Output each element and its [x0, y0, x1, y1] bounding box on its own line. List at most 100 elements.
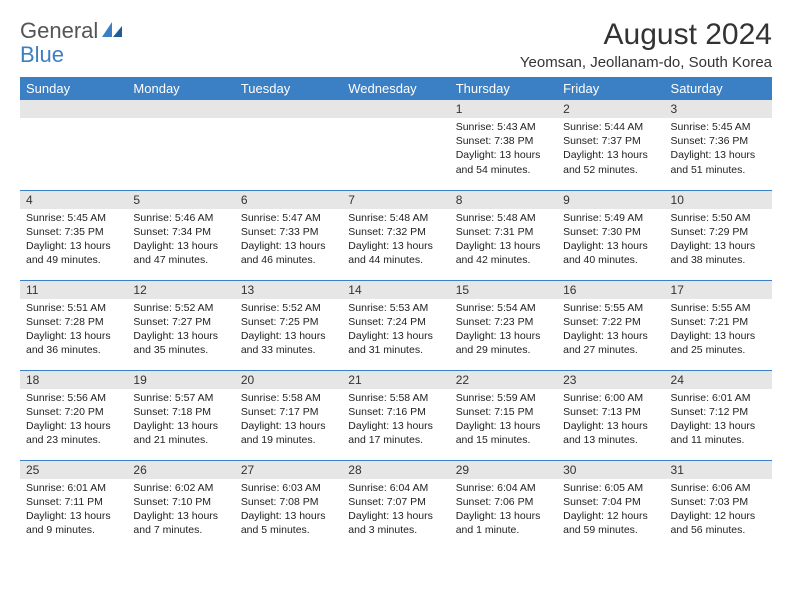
day-number: 22: [450, 371, 557, 389]
day-content: Sunrise: 5:44 AMSunset: 7:37 PMDaylight:…: [557, 118, 664, 181]
logo: General: [20, 18, 126, 44]
calendar-day-cell: 27Sunrise: 6:03 AMSunset: 7:08 PMDayligh…: [235, 460, 342, 550]
calendar-day-cell: 26Sunrise: 6:02 AMSunset: 7:10 PMDayligh…: [127, 460, 234, 550]
calendar-day-cell: 19Sunrise: 5:57 AMSunset: 7:18 PMDayligh…: [127, 370, 234, 460]
day-number: 14: [342, 281, 449, 299]
day-content: Sunrise: 5:54 AMSunset: 7:23 PMDaylight:…: [450, 299, 557, 362]
day-content: Sunrise: 6:03 AMSunset: 7:08 PMDaylight:…: [235, 479, 342, 542]
day-header: Tuesday: [235, 77, 342, 100]
day-content: Sunrise: 5:49 AMSunset: 7:30 PMDaylight:…: [557, 209, 664, 272]
calendar-table: SundayMondayTuesdayWednesdayThursdayFrid…: [20, 77, 772, 550]
calendar-day-cell: 4Sunrise: 5:45 AMSunset: 7:35 PMDaylight…: [20, 190, 127, 280]
day-number: 18: [20, 371, 127, 389]
day-content: Sunrise: 6:01 AMSunset: 7:12 PMDaylight:…: [665, 389, 772, 452]
day-content: Sunrise: 5:43 AMSunset: 7:38 PMDaylight:…: [450, 118, 557, 181]
logo-blue-wrap: Blue: [20, 42, 64, 68]
day-number: 15: [450, 281, 557, 299]
day-content: Sunrise: 5:46 AMSunset: 7:34 PMDaylight:…: [127, 209, 234, 272]
calendar-day-cell: 28Sunrise: 6:04 AMSunset: 7:07 PMDayligh…: [342, 460, 449, 550]
day-content: Sunrise: 6:04 AMSunset: 7:06 PMDaylight:…: [450, 479, 557, 542]
calendar-day-cell: 6Sunrise: 5:47 AMSunset: 7:33 PMDaylight…: [235, 190, 342, 280]
day-content: Sunrise: 5:55 AMSunset: 7:22 PMDaylight:…: [557, 299, 664, 362]
location: Yeomsan, Jeollanam-do, South Korea: [520, 54, 772, 71]
title-block: August 2024 Yeomsan, Jeollanam-do, South…: [520, 18, 772, 71]
calendar-day-cell: 20Sunrise: 5:58 AMSunset: 7:17 PMDayligh…: [235, 370, 342, 460]
day-content: Sunrise: 5:45 AMSunset: 7:36 PMDaylight:…: [665, 118, 772, 181]
calendar-day-cell: 8Sunrise: 5:48 AMSunset: 7:31 PMDaylight…: [450, 190, 557, 280]
day-number: 9: [557, 191, 664, 209]
day-content: Sunrise: 5:56 AMSunset: 7:20 PMDaylight:…: [20, 389, 127, 452]
calendar-day-cell: 29Sunrise: 6:04 AMSunset: 7:06 PMDayligh…: [450, 460, 557, 550]
day-content: Sunrise: 5:50 AMSunset: 7:29 PMDaylight:…: [665, 209, 772, 272]
day-content: Sunrise: 5:53 AMSunset: 7:24 PMDaylight:…: [342, 299, 449, 362]
day-number: 20: [235, 371, 342, 389]
day-content: Sunrise: 5:45 AMSunset: 7:35 PMDaylight:…: [20, 209, 127, 272]
day-content: Sunrise: 5:48 AMSunset: 7:32 PMDaylight:…: [342, 209, 449, 272]
calendar-day-cell: 30Sunrise: 6:05 AMSunset: 7:04 PMDayligh…: [557, 460, 664, 550]
day-number: [127, 100, 234, 118]
day-header: Saturday: [665, 77, 772, 100]
day-header: Thursday: [450, 77, 557, 100]
day-content: Sunrise: 6:02 AMSunset: 7:10 PMDaylight:…: [127, 479, 234, 542]
day-number: 8: [450, 191, 557, 209]
day-number: 16: [557, 281, 664, 299]
calendar-day-cell: 1Sunrise: 5:43 AMSunset: 7:38 PMDaylight…: [450, 100, 557, 190]
calendar-day-cell: 15Sunrise: 5:54 AMSunset: 7:23 PMDayligh…: [450, 280, 557, 370]
day-number: 29: [450, 461, 557, 479]
calendar-day-cell: 9Sunrise: 5:49 AMSunset: 7:30 PMDaylight…: [557, 190, 664, 280]
day-number: 5: [127, 191, 234, 209]
calendar-day-cell: 16Sunrise: 5:55 AMSunset: 7:22 PMDayligh…: [557, 280, 664, 370]
day-content: Sunrise: 5:58 AMSunset: 7:16 PMDaylight:…: [342, 389, 449, 452]
day-content: Sunrise: 5:55 AMSunset: 7:21 PMDaylight:…: [665, 299, 772, 362]
day-content: Sunrise: 5:59 AMSunset: 7:15 PMDaylight:…: [450, 389, 557, 452]
calendar-day-cell: 10Sunrise: 5:50 AMSunset: 7:29 PMDayligh…: [665, 190, 772, 280]
day-number: 24: [665, 371, 772, 389]
day-number: 6: [235, 191, 342, 209]
calendar-day-cell: 13Sunrise: 5:52 AMSunset: 7:25 PMDayligh…: [235, 280, 342, 370]
day-header: Friday: [557, 77, 664, 100]
page-header: General August 2024 Yeomsan, Jeollanam-d…: [20, 18, 772, 71]
calendar-day-cell: [127, 100, 234, 190]
calendar-day-cell: 31Sunrise: 6:06 AMSunset: 7:03 PMDayligh…: [665, 460, 772, 550]
day-number: 23: [557, 371, 664, 389]
day-content: Sunrise: 5:51 AMSunset: 7:28 PMDaylight:…: [20, 299, 127, 362]
logo-sail-icon: [102, 20, 124, 43]
day-content: Sunrise: 5:47 AMSunset: 7:33 PMDaylight:…: [235, 209, 342, 272]
day-content: Sunrise: 6:05 AMSunset: 7:04 PMDaylight:…: [557, 479, 664, 542]
day-number: [342, 100, 449, 118]
calendar-day-cell: 25Sunrise: 6:01 AMSunset: 7:11 PMDayligh…: [20, 460, 127, 550]
day-number: 7: [342, 191, 449, 209]
calendar-day-cell: 18Sunrise: 5:56 AMSunset: 7:20 PMDayligh…: [20, 370, 127, 460]
calendar-week-row: 11Sunrise: 5:51 AMSunset: 7:28 PMDayligh…: [20, 280, 772, 370]
calendar-day-cell: 3Sunrise: 5:45 AMSunset: 7:36 PMDaylight…: [665, 100, 772, 190]
calendar-day-cell: 7Sunrise: 5:48 AMSunset: 7:32 PMDaylight…: [342, 190, 449, 280]
day-number: 12: [127, 281, 234, 299]
calendar-day-cell: 22Sunrise: 5:59 AMSunset: 7:15 PMDayligh…: [450, 370, 557, 460]
day-number: 27: [235, 461, 342, 479]
logo-text-general: General: [20, 18, 98, 44]
day-number: 4: [20, 191, 127, 209]
calendar-week-row: 4Sunrise: 5:45 AMSunset: 7:35 PMDaylight…: [20, 190, 772, 280]
day-content: Sunrise: 5:52 AMSunset: 7:27 PMDaylight:…: [127, 299, 234, 362]
calendar-day-cell: [235, 100, 342, 190]
day-number: 28: [342, 461, 449, 479]
day-content: Sunrise: 5:57 AMSunset: 7:18 PMDaylight:…: [127, 389, 234, 452]
day-number: 26: [127, 461, 234, 479]
day-number: 1: [450, 100, 557, 118]
calendar-day-cell: 14Sunrise: 5:53 AMSunset: 7:24 PMDayligh…: [342, 280, 449, 370]
day-header-row: SundayMondayTuesdayWednesdayThursdayFrid…: [20, 77, 772, 100]
day-content: Sunrise: 6:06 AMSunset: 7:03 PMDaylight:…: [665, 479, 772, 542]
calendar-day-cell: 23Sunrise: 6:00 AMSunset: 7:13 PMDayligh…: [557, 370, 664, 460]
calendar-day-cell: 5Sunrise: 5:46 AMSunset: 7:34 PMDaylight…: [127, 190, 234, 280]
day-number: 10: [665, 191, 772, 209]
day-header: Monday: [127, 77, 234, 100]
calendar-day-cell: 11Sunrise: 5:51 AMSunset: 7:28 PMDayligh…: [20, 280, 127, 370]
day-content: Sunrise: 5:58 AMSunset: 7:17 PMDaylight:…: [235, 389, 342, 452]
calendar-day-cell: [342, 100, 449, 190]
day-number: 30: [557, 461, 664, 479]
day-number: 17: [665, 281, 772, 299]
day-number: 2: [557, 100, 664, 118]
calendar-day-cell: 2Sunrise: 5:44 AMSunset: 7:37 PMDaylight…: [557, 100, 664, 190]
day-number: 11: [20, 281, 127, 299]
day-header: Sunday: [20, 77, 127, 100]
